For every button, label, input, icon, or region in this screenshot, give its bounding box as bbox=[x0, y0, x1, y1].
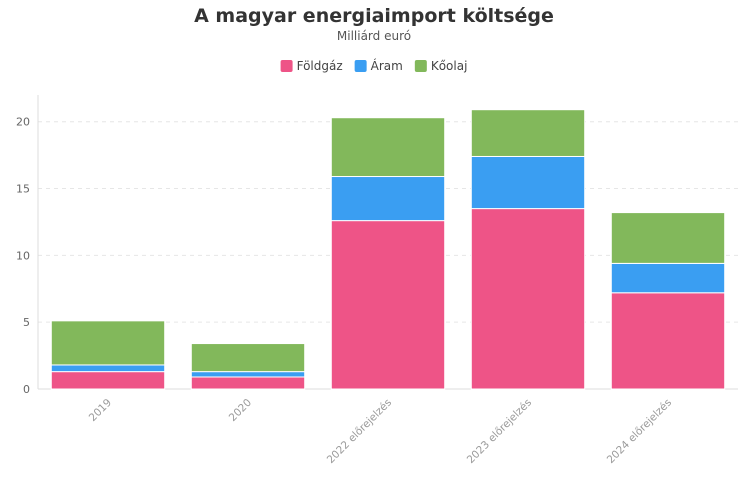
legend-swatch bbox=[280, 60, 293, 72]
legend-swatch bbox=[414, 60, 427, 72]
legend-item[interactable]: Áram bbox=[354, 58, 403, 73]
chart-subtitle: Milliárd euró bbox=[337, 29, 411, 43]
bar-segment[interactable] bbox=[610, 212, 726, 264]
bar-segment[interactable] bbox=[50, 364, 166, 373]
y-tick-label: 0 bbox=[23, 383, 30, 396]
bar-segment[interactable] bbox=[610, 292, 726, 390]
y-tick-label: 20 bbox=[16, 116, 30, 129]
x-tick-label: 2023 előrejelzés bbox=[465, 397, 534, 466]
bar-segment[interactable] bbox=[470, 155, 586, 210]
bar-segment[interactable] bbox=[330, 117, 446, 178]
bars bbox=[50, 109, 726, 390]
bar-segment[interactable] bbox=[190, 371, 306, 378]
bar-segment[interactable] bbox=[330, 220, 446, 390]
x-tick-label: 2022 előrejelzés bbox=[325, 397, 394, 466]
legend-label: Áram bbox=[371, 58, 403, 73]
bar-segment[interactable] bbox=[330, 176, 446, 222]
legend-swatch bbox=[354, 60, 367, 72]
x-tick-label: 2024 előrejelzés bbox=[605, 397, 674, 466]
y-tick-label: 15 bbox=[16, 183, 30, 196]
legend-label: Földgáz bbox=[297, 59, 343, 73]
legend-item[interactable]: Kőolaj bbox=[414, 59, 468, 73]
bar-segment[interactable] bbox=[610, 262, 726, 294]
y-tick-label: 5 bbox=[23, 316, 30, 329]
y-tick-label: 10 bbox=[16, 249, 30, 262]
legend[interactable]: Földgáz Áram Kőolaj bbox=[280, 58, 468, 73]
bar-segment[interactable] bbox=[470, 109, 586, 157]
bar-segment[interactable] bbox=[470, 208, 586, 390]
bar-segment[interactable] bbox=[50, 371, 166, 390]
bar-segment[interactable] bbox=[190, 343, 306, 373]
bar-segment[interactable] bbox=[50, 320, 166, 366]
x-tick-label: 2020 bbox=[227, 397, 254, 424]
x-tick-label: 2019 bbox=[87, 397, 114, 424]
legend-item[interactable]: Földgáz bbox=[280, 59, 343, 73]
chart-title: A magyar energiaimport költsége bbox=[194, 5, 554, 27]
x-axis: 2019 2020 2022 előrejelzés 2023 előrejelzés… bbox=[87, 397, 674, 466]
bar-segment[interactable] bbox=[190, 376, 306, 390]
legend-label: Kőolaj bbox=[431, 59, 468, 73]
